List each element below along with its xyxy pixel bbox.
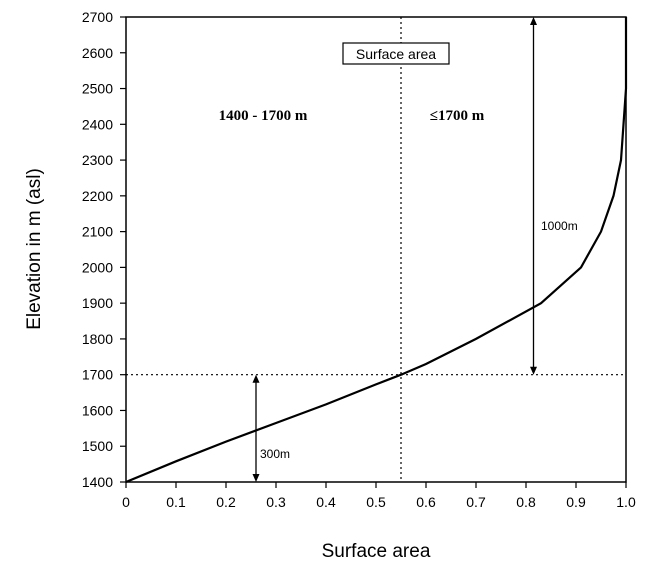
arrow-300m [252,374,260,482]
arrow-1000m [530,17,537,375]
y-tick-label: 1500 [82,438,113,454]
y-tick-label: 1900 [82,295,113,311]
x-tick-label: 0.6 [416,494,436,510]
region-left-label: 1400 - 1700 m [219,108,308,124]
y-tick-label: 2500 [82,81,113,97]
region-right-label: ≤1700 m [430,108,485,124]
y-tick-label: 2400 [82,116,113,132]
y-tick-label: 2100 [82,224,113,240]
y-axis-title: Elevation in m (asl) [24,168,45,330]
x-tick-label: 0.5 [366,494,386,510]
y-tick-label: 1700 [82,367,113,383]
reference-lines [126,17,626,482]
plot-frame [125,16,627,483]
x-tick-label: 0.1 [166,494,186,510]
arrow-1000m-label: 1000m [541,219,578,233]
x-tick-label: 0.4 [316,494,336,510]
x-tick-label: 0.2 [216,494,236,510]
y-tick-label: 1800 [82,331,113,347]
y-tick-label: 2600 [82,45,113,61]
x-axis-title: Surface area [322,541,431,562]
y-tick-label: 2200 [82,188,113,204]
x-tick-label: 0.8 [516,494,536,510]
x-tick-label: 0.3 [266,494,286,510]
x-tick-label: 1.0 [616,494,636,510]
y-tick-label: 1600 [82,402,113,418]
surface-area-box [342,42,450,65]
hypsometric-curve [125,17,628,484]
x-axis-ticks: 0 0.1 0.2 0.3 0.4 0.5 0.6 0.7 0.8 0.9 1.0 [122,482,636,510]
x-tick-label: 0.7 [466,494,486,510]
y-axis-ticks: 1400 1500 1600 1700 1800 1900 2000 2100 2200 2300… [82,9,126,490]
y-tick-label: 2700 [82,9,113,25]
y-tick-label: 1400 [82,474,113,490]
x-tick-label: 0 [122,494,130,510]
y-tick-label: 2300 [82,152,113,168]
x-tick-label: 0.9 [566,494,586,510]
surface-area-box-label: Surface area [356,46,436,62]
y-tick-label: 2000 [82,259,113,275]
arrow-300m-label: 300m [260,447,290,461]
annotation-arrows [252,17,537,482]
